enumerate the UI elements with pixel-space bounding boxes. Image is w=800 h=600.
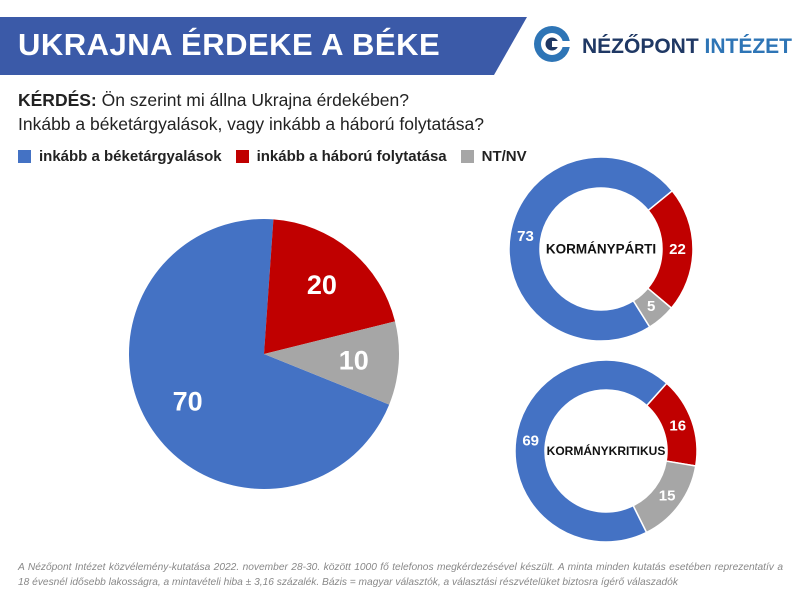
question-label: KÉRDÉS: [18, 90, 97, 110]
crit-label-peace: 69 [522, 432, 539, 449]
main-slice-dk [264, 321, 399, 405]
gov-label-war: 22 [669, 241, 686, 258]
legend-label-peace: inkább a béketárgyalások [39, 148, 222, 165]
legend-swatch-dk [460, 150, 474, 163]
footnote: A Nézőpont Intézet közvélemény-kutatása … [18, 562, 783, 588]
crit-label-war: 16 [669, 417, 686, 434]
legend-item-peace: inkább a béketárgyalások [18, 148, 222, 165]
logo-word-2: INTÉZET [704, 35, 793, 58]
gov-slice-peace [508, 156, 674, 342]
crit-slice-dk [632, 460, 697, 534]
crit-label-dk: 15 [659, 488, 676, 505]
main-label-war: 20 [307, 270, 337, 300]
banner-shape [0, 17, 527, 75]
logo-icon [534, 26, 570, 62]
crit-slice-peace [514, 359, 668, 543]
crit-center-title: KORMÁNYKRITIKUS [547, 443, 666, 458]
gov-label-dk: 5 [647, 298, 655, 315]
title-banner [0, 17, 800, 75]
legend: inkább a béketárgyalások inkább a háború… [18, 148, 541, 165]
legend-item-dk: NT/NV [460, 148, 527, 165]
gov-slice-dk [632, 287, 673, 329]
question: KÉRDÉS: Ön szerint mi állna Ukrajna érde… [18, 88, 484, 136]
logo-text: NÉZŐPONT INTÉZET [582, 35, 792, 59]
legend-label-dk: NT/NV [481, 148, 527, 165]
question-line-1: Ön szerint mi állna Ukrajna érdekében? [96, 90, 410, 110]
main-label-peace: 70 [173, 387, 203, 417]
gov-center-title: KORMÁNYPÁRTI [546, 242, 656, 257]
question-line-2: Inkább a béketárgyalások, vagy inkább a … [18, 114, 485, 134]
gov-label-peace: 73 [517, 228, 534, 245]
main-label-dk: 10 [339, 345, 369, 375]
logo-word-1: NÉZŐPONT [582, 35, 699, 58]
legend-swatch-war [235, 150, 249, 163]
legend-swatch-peace [18, 150, 31, 163]
page-title: UKRAJNA ÉRDEKE A BÉKE [18, 27, 441, 62]
main-slice-peace [129, 219, 390, 489]
legend-label-war: inkább a háború folytatása [256, 148, 447, 165]
legend-item-war: inkább a háború folytatása [235, 148, 447, 165]
main-slice-war [264, 219, 395, 354]
